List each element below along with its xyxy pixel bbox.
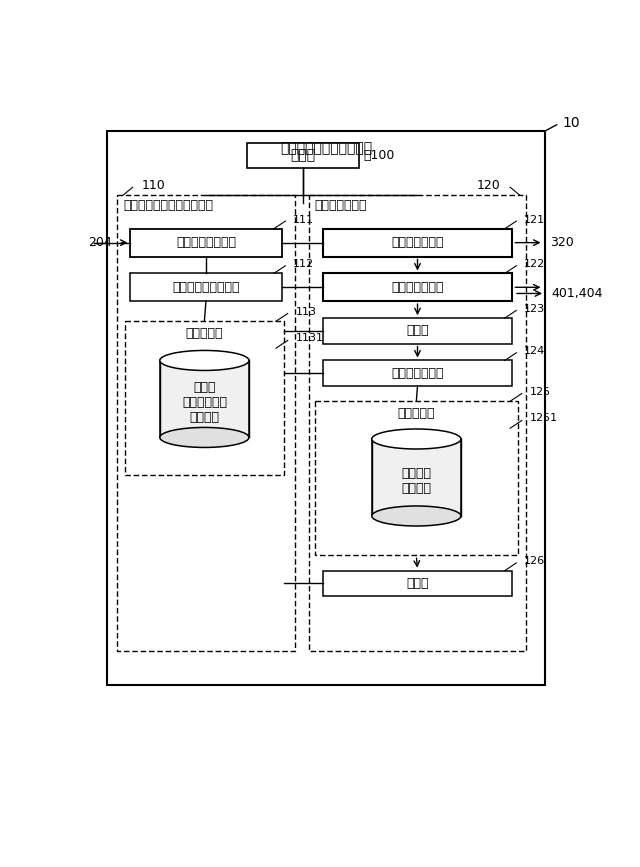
Ellipse shape [372,429,461,449]
Text: 遺伝子情報取得部: 遺伝子情報取得部 [176,236,236,249]
Text: 122: 122 [524,259,545,269]
Text: 121: 121 [524,214,545,225]
Ellipse shape [160,350,249,370]
Bar [308,195,525,651]
Text: ～100: ～100 [363,149,394,162]
Bar [323,318,513,343]
Bar [372,439,461,516]
Text: 製品情報取得部: 製品情報取得部 [391,236,444,249]
Text: 汚染対策選定部: 汚染対策選定部 [315,199,367,212]
Bar [246,142,359,168]
Text: 401,404: 401,404 [551,287,603,300]
Text: 112: 112 [293,259,314,269]
Bar [131,229,282,257]
Text: 1131: 1131 [296,333,323,343]
Text: 123: 123 [524,303,545,314]
Text: 第１記憶部: 第１記憶部 [186,327,223,340]
Text: 126: 126 [524,557,545,566]
Text: 微生物インデックス判定部: 微生物インデックス判定部 [124,199,213,212]
Bar [315,401,518,555]
Ellipse shape [160,427,249,447]
Text: 113: 113 [296,307,316,317]
Bar [323,273,513,301]
Text: 出力部: 出力部 [406,577,429,590]
Text: 111: 111 [293,214,314,225]
Bar [323,570,513,596]
Text: 汚染対策選定部: 汚染対策選定部 [391,367,444,380]
Text: 120: 120 [477,179,501,192]
Text: 10: 10 [562,116,580,130]
Text: インデックス判定部: インデックス判定部 [172,281,240,294]
Text: 微生物
インデックス
テーブル: 微生物 インデックス テーブル [182,381,227,424]
Bar [107,131,545,686]
Bar [160,361,249,438]
Text: 125: 125 [529,387,550,397]
Text: 320: 320 [550,236,573,249]
Text: 110: 110 [142,179,166,192]
Text: 汚染対策
テーブル: 汚染対策 テーブル [401,466,431,494]
Text: 統計情報取得部: 統計情報取得部 [391,281,444,294]
Bar [323,229,513,257]
Bar [117,195,296,651]
Text: 204: 204 [88,236,111,249]
Ellipse shape [372,506,461,526]
Text: 124: 124 [524,346,545,356]
Text: 1251: 1251 [529,414,557,423]
Bar [125,321,284,475]
Text: 解析部: 解析部 [406,324,429,337]
Text: 第２記憶部: 第２記憶部 [397,407,435,420]
Text: 制御部: 制御部 [291,148,316,162]
Bar [323,361,513,386]
Text: 微生物汚染対策選定装置: 微生物汚染対策選定装置 [280,141,372,155]
Bar [131,273,282,301]
